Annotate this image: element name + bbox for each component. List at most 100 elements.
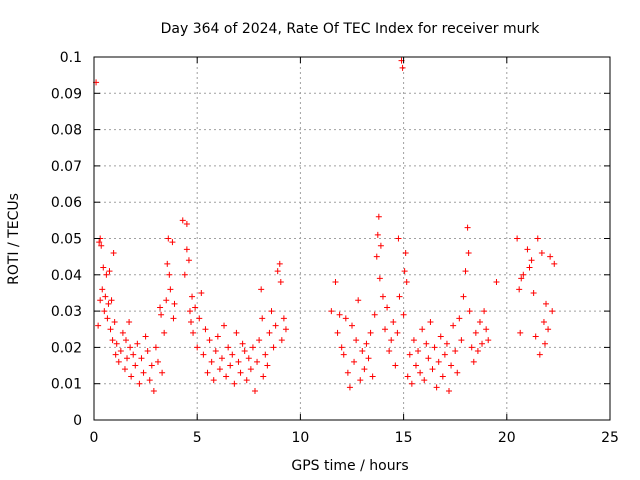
data-point [266, 329, 273, 336]
data-point [443, 340, 450, 347]
data-point [375, 213, 382, 220]
y-tick-label: 0 [73, 413, 82, 429]
data-point [126, 318, 133, 325]
data-point [200, 351, 207, 358]
data-point [394, 329, 401, 336]
data-point [132, 362, 139, 369]
data-point [334, 329, 341, 336]
data-point [472, 329, 479, 336]
y-tick-label: 0.03 [51, 304, 82, 320]
y-tick-label: 0.07 [51, 159, 82, 175]
data-point [241, 348, 248, 355]
data-point [264, 362, 271, 369]
data-point [259, 315, 266, 322]
y-tick-label: 0.05 [51, 232, 82, 248]
data-point [516, 286, 523, 293]
data-point [254, 358, 261, 365]
data-point [346, 384, 353, 391]
data-point [474, 348, 481, 355]
data-point [138, 355, 145, 362]
data-point [181, 271, 188, 278]
data-point [382, 326, 389, 333]
axis-ticks [93, 56, 611, 421]
data-point [452, 348, 459, 355]
data-point [450, 322, 457, 329]
y-tick-label: 0.08 [51, 123, 82, 139]
data-point [188, 318, 195, 325]
data-point [134, 340, 141, 347]
data-point [117, 348, 124, 355]
data-point [260, 373, 267, 380]
data-point [270, 344, 277, 351]
data-point [161, 329, 168, 336]
data-point [377, 242, 384, 249]
x-tick-label: 20 [498, 430, 516, 446]
data-point [208, 358, 215, 365]
data-point [190, 329, 197, 336]
data-point [186, 308, 193, 315]
data-point [227, 362, 234, 369]
data-point [419, 326, 426, 333]
data-point [402, 250, 409, 257]
data-point [367, 329, 374, 336]
data-point [400, 311, 407, 318]
data-point [204, 369, 211, 376]
data-point [144, 348, 151, 355]
data-point [517, 329, 524, 336]
y-tick-label: 0.01 [51, 377, 82, 393]
data-point [435, 358, 442, 365]
data-point [415, 348, 422, 355]
data-point [256, 337, 263, 344]
data-point [458, 337, 465, 344]
data-point [423, 340, 430, 347]
data-point [128, 373, 135, 380]
x-axis-label: GPS time / hours [291, 458, 408, 474]
data-point [167, 286, 174, 293]
data-point [148, 362, 155, 369]
data-point [282, 326, 289, 333]
data-point [465, 250, 472, 257]
data-point [441, 351, 448, 358]
data-point [278, 337, 285, 344]
data-point [528, 257, 535, 264]
x-tick-labels: 0 5 10 15 20 25 [90, 430, 619, 446]
data-point [404, 373, 411, 380]
data-point [425, 355, 432, 362]
data-point [262, 351, 269, 358]
data-point [113, 340, 120, 347]
data-point [196, 315, 203, 322]
plot-frame [93, 56, 611, 421]
data-point [384, 304, 391, 311]
data-point [421, 377, 428, 384]
data-point [276, 260, 283, 267]
data-point [470, 358, 477, 365]
data-point [245, 355, 252, 362]
data-point [103, 271, 110, 278]
data-point [406, 351, 413, 358]
data-point [251, 387, 258, 394]
data-point [454, 369, 461, 376]
data-point [210, 377, 217, 384]
data-point [464, 224, 471, 231]
x-tick-label: 25 [601, 430, 619, 446]
data-point [169, 239, 176, 246]
data-point [106, 268, 113, 275]
data-point [102, 293, 109, 300]
data-point [476, 318, 483, 325]
data-point [468, 344, 475, 351]
data-point [104, 315, 111, 322]
data-point [108, 297, 115, 304]
data-point [429, 366, 436, 373]
data-point [361, 366, 368, 373]
data-point [427, 318, 434, 325]
data-point [164, 260, 171, 267]
data-point [342, 315, 349, 322]
data-point [97, 297, 104, 304]
data-point [212, 348, 219, 355]
data-point [374, 231, 381, 238]
data-point [165, 235, 172, 242]
data-point [493, 279, 500, 286]
data-point [399, 64, 406, 71]
data-point [189, 293, 196, 300]
data-point [258, 286, 265, 293]
